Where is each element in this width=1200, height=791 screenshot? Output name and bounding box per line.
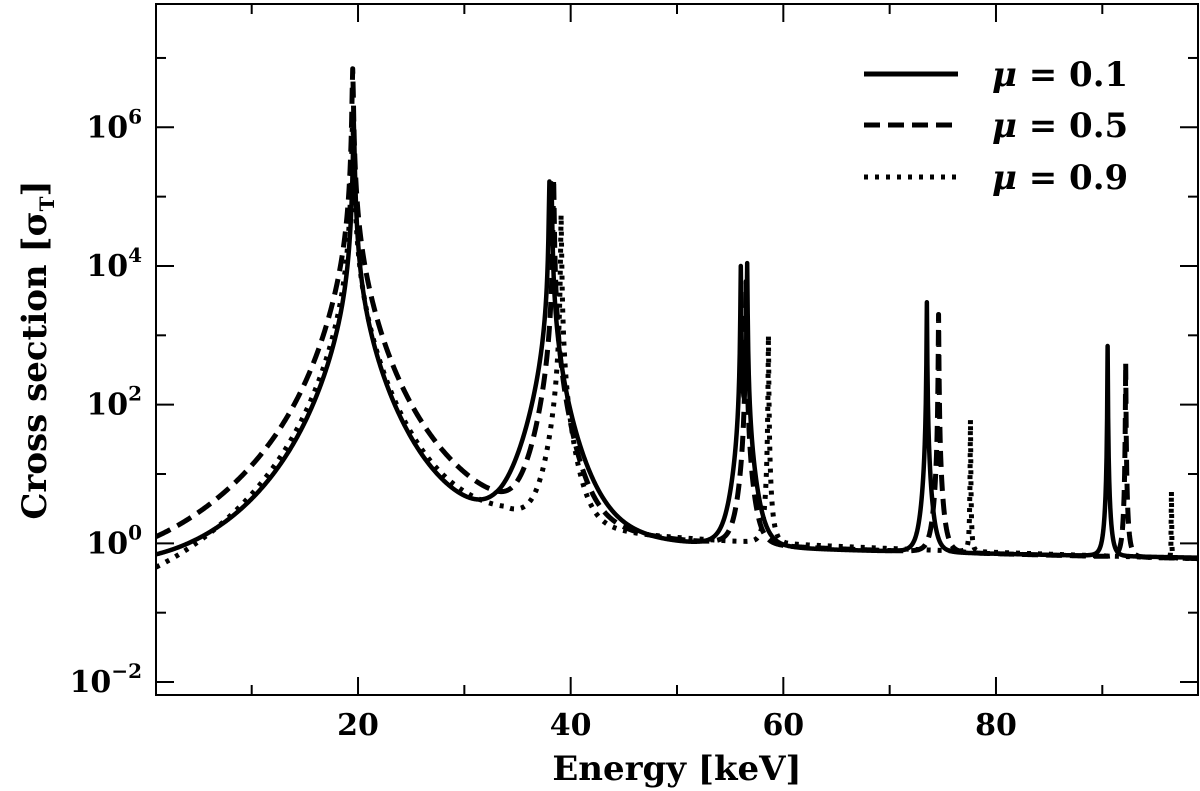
legend-label-mu-0.9: μ = 0.9 <box>992 158 1128 198</box>
x-tick-label: 60 <box>762 708 804 743</box>
legend-label-mu-0.5: μ = 0.5 <box>992 106 1128 146</box>
y-axis-label-sub: T <box>35 196 59 211</box>
x-axis-label: Energy [keV] <box>552 749 801 789</box>
legend: μ = 0.1 μ = 0.5 μ = 0.9 <box>864 55 1128 198</box>
series-layer <box>156 66 1198 570</box>
y-axis-label: Cross section [σT] <box>15 180 59 519</box>
x-tick-labels: 20 40 60 80 <box>337 708 1017 743</box>
legend-label-mu-0.1: μ = 0.1 <box>992 55 1128 95</box>
y-tick-label: 10−2 <box>70 659 142 700</box>
y-tick-label: 104 <box>86 243 142 284</box>
series-line-3 <box>156 112 1198 570</box>
y-axis-label-text: Cross section [σ <box>15 211 55 519</box>
y-tick-label: 106 <box>86 104 142 145</box>
plot-frame <box>155 3 1199 696</box>
series-line-2 <box>156 66 1198 562</box>
y-tick-label: 102 <box>86 382 142 423</box>
x-tick-label: 20 <box>337 708 379 743</box>
y-tick-labels: 10−2 100 102 104 106 <box>70 104 143 700</box>
y-axis-label-close: ] <box>15 180 55 196</box>
ticks-layer <box>156 4 1198 695</box>
x-tick-label: 80 <box>975 708 1017 743</box>
y-tick-label: 100 <box>86 520 142 561</box>
x-tick-label: 40 <box>550 708 592 743</box>
